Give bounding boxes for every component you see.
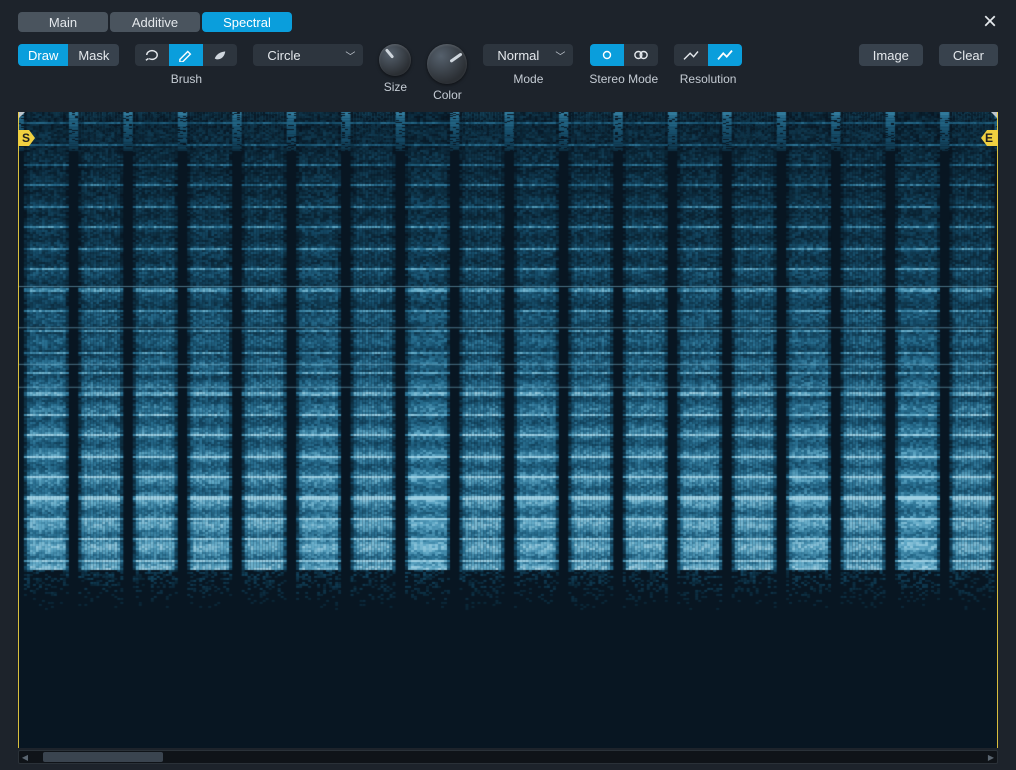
resolution-high-button[interactable] (708, 44, 742, 66)
mode-label: Mode (513, 72, 543, 86)
spectrogram-canvas (18, 112, 998, 748)
brush-shape-value: Circle (267, 48, 300, 63)
chevron-down-icon: ﹀ (555, 48, 565, 63)
mode-dropdown[interactable]: Normal ﹀ (483, 44, 573, 66)
mode-value: Normal (497, 48, 539, 63)
line-up-icon (682, 48, 700, 62)
stereo-mono-button[interactable] (590, 44, 624, 66)
color-knob-group: Color (427, 44, 467, 102)
color-label: Color (433, 88, 462, 102)
spectral-editor-window: Main Additive Spectral × Draw Mask (0, 0, 1016, 770)
ruler-start-icon (18, 112, 25, 119)
brush-shape-dropdown[interactable]: Circle ﹀ (253, 44, 363, 66)
leaf-icon (211, 48, 229, 62)
brush-group: Brush (135, 44, 237, 86)
clear-button[interactable]: Clear (939, 44, 998, 66)
stereo-dual-button[interactable] (624, 44, 658, 66)
close-icon[interactable]: × (976, 8, 1004, 36)
size-knob-group: Size (379, 44, 411, 94)
scroll-right-icon[interactable]: ▶ (985, 751, 997, 763)
main-tabs: Main Additive Spectral (18, 12, 294, 32)
brush-label: Brush (171, 72, 202, 86)
end-marker-line[interactable] (997, 112, 998, 748)
scroll-left-icon[interactable]: ◀ (19, 751, 31, 763)
horizontal-scrollbar[interactable]: ◀ ▶ (18, 750, 998, 764)
line-up-bold-icon (716, 48, 734, 62)
stereo-mode-label: Stereo Mode (589, 72, 658, 86)
size-knob[interactable] (379, 44, 411, 76)
spectrogram-view[interactable]: S E (18, 112, 998, 748)
linked-circles-icon (632, 48, 650, 62)
circle-icon (598, 48, 616, 62)
image-button[interactable]: Image (859, 44, 923, 66)
resolution-label: Resolution (680, 72, 737, 86)
start-marker-line[interactable] (18, 112, 19, 748)
brush-pen-button[interactable] (169, 44, 203, 66)
tool-draw-button[interactable]: Draw (18, 44, 68, 66)
tool-mode-group: Draw Mask (18, 44, 119, 66)
tab-main[interactable]: Main (18, 12, 108, 32)
chevron-down-icon: ﹀ (345, 48, 355, 63)
lasso-icon (143, 48, 161, 62)
pen-icon (177, 48, 195, 62)
tab-row: Main Additive Spectral × (0, 4, 1016, 44)
mode-group: Normal ﹀ Mode (483, 44, 573, 86)
scrollbar-thumb[interactable] (43, 752, 162, 762)
tab-spectral[interactable]: Spectral (202, 12, 292, 32)
toolbar: Draw Mask (0, 44, 1016, 112)
resolution-group: Resolution (674, 44, 742, 86)
brush-shape-group: Circle ﹀ (253, 44, 363, 66)
brush-spray-button[interactable] (203, 44, 237, 66)
tool-mask-button[interactable]: Mask (68, 44, 119, 66)
tab-additive[interactable]: Additive (110, 12, 200, 32)
resolution-low-button[interactable] (674, 44, 708, 66)
size-label: Size (384, 80, 407, 94)
brush-lasso-button[interactable] (135, 44, 169, 66)
stereo-mode-group: Stereo Mode (589, 44, 658, 86)
color-knob[interactable] (427, 44, 467, 84)
